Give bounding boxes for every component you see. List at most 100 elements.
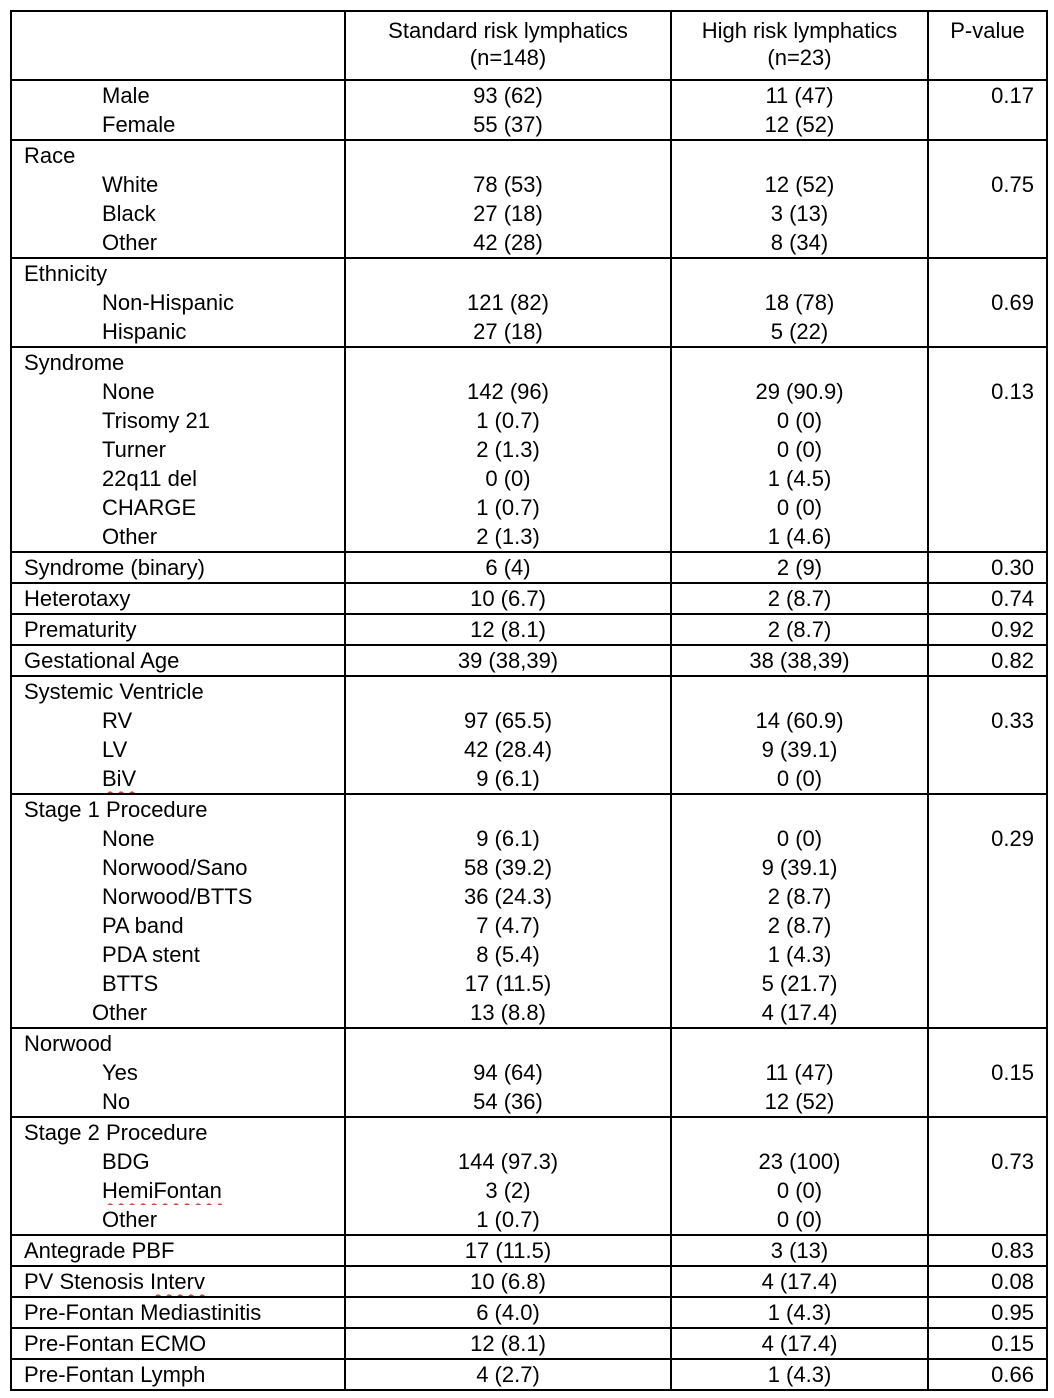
standard-risk-value-cell: 2 (1.3)	[344, 522, 672, 552]
high-risk-value-cell: 4 (17.4)	[670, 1327, 929, 1359]
table-row: Prematurity 12 (8.1) 2 (8.7) 0.92	[10, 613, 1048, 645]
p-value-cell	[927, 675, 1048, 706]
table-row: Stage 1 Procedure	[10, 793, 1048, 824]
row-label-cell: Other	[10, 1205, 346, 1235]
p-value-cell: 0.15	[927, 1327, 1048, 1359]
standard-risk-value-cell: 142 (96)	[344, 377, 672, 406]
row-label-cell: Male	[10, 79, 346, 110]
header-p-value-label: P-value	[950, 18, 1025, 43]
table-row: Heterotaxy 10 (6.7) 2 (8.7) 0.74	[10, 582, 1048, 614]
row-label-cell: Heterotaxy	[10, 582, 346, 614]
p-value-cell	[927, 110, 1048, 140]
p-value-cell	[927, 464, 1048, 493]
high-risk-value-cell: 38 (38,39)	[670, 644, 929, 676]
table-row: Norwood/BTTS 36 (24.3) 2 (8.7)	[10, 882, 1048, 911]
high-risk-value-cell: 9 (39.1)	[670, 853, 929, 882]
high-risk-value-cell	[670, 675, 929, 706]
row-label-cell: None	[10, 377, 346, 406]
table-row: Norwood/Sano 58 (39.2) 9 (39.1)	[10, 853, 1048, 882]
table-body: Male 93 (62) 11 (47) 0.17 Female 55 (37) 12 (5…	[10, 79, 1048, 1390]
standard-risk-value-cell: 9 (6.1)	[344, 764, 672, 794]
row-label-cell: CHARGE	[10, 493, 346, 522]
p-value-cell: 0.30	[927, 551, 1048, 583]
row-label-cell: Norwood	[10, 1027, 346, 1058]
row-label-cell: RV	[10, 706, 346, 735]
high-risk-value-cell	[670, 257, 929, 288]
row-label-cell: No	[10, 1087, 346, 1117]
p-value-cell: 0.73	[927, 1147, 1048, 1176]
high-risk-value-cell: 1 (4.3)	[670, 1296, 929, 1328]
header-standard-risk-cell: Standard risk lymphatics (n=148)	[344, 11, 672, 81]
p-value-cell: 0.33	[927, 706, 1048, 735]
header-high-risk-cell: High risk lymphatics (n=23)	[670, 11, 929, 81]
table-row: Other 42 (28) 8 (34)	[10, 228, 1048, 258]
row-label-cell: Pre-Fontan Lymph	[10, 1358, 346, 1390]
spellcheck-squiggle-word: HemiFontan	[102, 1178, 222, 1203]
high-risk-value-cell: 2 (9)	[670, 551, 929, 583]
table-row: Pre-Fontan Lymph 4 (2.7) 1 (4.3) 0.66	[10, 1358, 1048, 1390]
standard-risk-value-cell: 121 (82)	[344, 288, 672, 317]
p-value-cell	[927, 522, 1048, 552]
table-row: HemiFontan 3 (2) 0 (0)	[10, 1176, 1048, 1205]
p-value-cell	[927, 346, 1048, 377]
row-label-cell: Systemic Ventricle	[10, 675, 346, 706]
p-value-cell: 0.82	[927, 644, 1048, 676]
row-label-cell: 22q11 del	[10, 464, 346, 493]
p-value-cell: 0.95	[927, 1296, 1048, 1328]
high-risk-value-cell: 11 (47)	[670, 79, 929, 110]
table-row: Other 2 (1.3) 1 (4.6)	[10, 522, 1048, 552]
high-risk-value-cell	[670, 1027, 929, 1058]
p-value-cell	[927, 139, 1048, 170]
standard-risk-value-cell: 1 (0.7)	[344, 406, 672, 435]
high-risk-value-cell: 5 (21.7)	[670, 969, 929, 998]
p-value-cell	[927, 199, 1048, 228]
table-row: White 78 (53) 12 (52) 0.75	[10, 170, 1048, 199]
header-row: Standard risk lymphatics (n=148) High ri…	[10, 11, 1048, 81]
p-value-cell: 0.17	[927, 79, 1048, 110]
high-risk-value-cell: 1 (4.5)	[670, 464, 929, 493]
standard-risk-value-cell: 2 (1.3)	[344, 435, 672, 464]
standard-risk-value-cell: 42 (28)	[344, 228, 672, 258]
row-label-cell: LV	[10, 735, 346, 764]
high-risk-value-cell: 2 (8.7)	[670, 882, 929, 911]
row-label-cell: Norwood/Sano	[10, 853, 346, 882]
table-row: Other 1 (0.7) 0 (0)	[10, 1205, 1048, 1235]
row-label-cell: Pre-Fontan ECMO	[10, 1327, 346, 1359]
standard-risk-value-cell: 1 (0.7)	[344, 493, 672, 522]
standard-risk-value-cell: 93 (62)	[344, 79, 672, 110]
standard-risk-value-cell: 58 (39.2)	[344, 853, 672, 882]
table-row: CHARGE 1 (0.7) 0 (0)	[10, 493, 1048, 522]
standard-risk-value-cell: 12 (8.1)	[344, 1327, 672, 1359]
standard-risk-value-cell: 12 (8.1)	[344, 613, 672, 645]
patient-characteristics-table: Standard risk lymphatics (n=148) High ri…	[10, 10, 1048, 1391]
table-row: Male 93 (62) 11 (47) 0.17	[10, 79, 1048, 110]
table-row: BDG 144 (97.3) 23 (100) 0.73	[10, 1147, 1048, 1176]
row-label-cell: Syndrome (binary)	[10, 551, 346, 583]
header-standard-risk-title: Standard risk lymphatics	[388, 18, 628, 43]
p-value-cell	[927, 882, 1048, 911]
row-label-cell: HemiFontan	[10, 1176, 346, 1205]
row-label-cell: Black	[10, 199, 346, 228]
high-risk-value-cell: 2 (8.7)	[670, 582, 929, 614]
standard-risk-value-cell: 8 (5.4)	[344, 940, 672, 969]
table-row: Other 13 (8.8) 4 (17.4)	[10, 998, 1048, 1028]
high-risk-value-cell: 14 (60.9)	[670, 706, 929, 735]
table-row: PA band 7 (4.7) 2 (8.7)	[10, 911, 1048, 940]
high-risk-value-cell: 23 (100)	[670, 1147, 929, 1176]
row-label-cell: PV Stenosis Interv	[10, 1265, 346, 1297]
standard-risk-value-cell: 6 (4)	[344, 551, 672, 583]
standard-risk-value-cell	[344, 793, 672, 824]
standard-risk-value-cell: 97 (65.5)	[344, 706, 672, 735]
high-risk-value-cell: 1 (4.6)	[670, 522, 929, 552]
standard-risk-value-cell	[344, 346, 672, 377]
high-risk-value-cell: 0 (0)	[670, 764, 929, 794]
standard-risk-value-cell	[344, 139, 672, 170]
p-value-cell	[927, 1116, 1048, 1147]
high-risk-value-cell: 0 (0)	[670, 824, 929, 853]
row-label-cell: Trisomy 21	[10, 406, 346, 435]
p-value-cell	[927, 1087, 1048, 1117]
row-label-cell: Turner	[10, 435, 346, 464]
high-risk-value-cell: 18 (78)	[670, 288, 929, 317]
p-value-cell	[927, 435, 1048, 464]
row-label-cell: PDA stent	[10, 940, 346, 969]
